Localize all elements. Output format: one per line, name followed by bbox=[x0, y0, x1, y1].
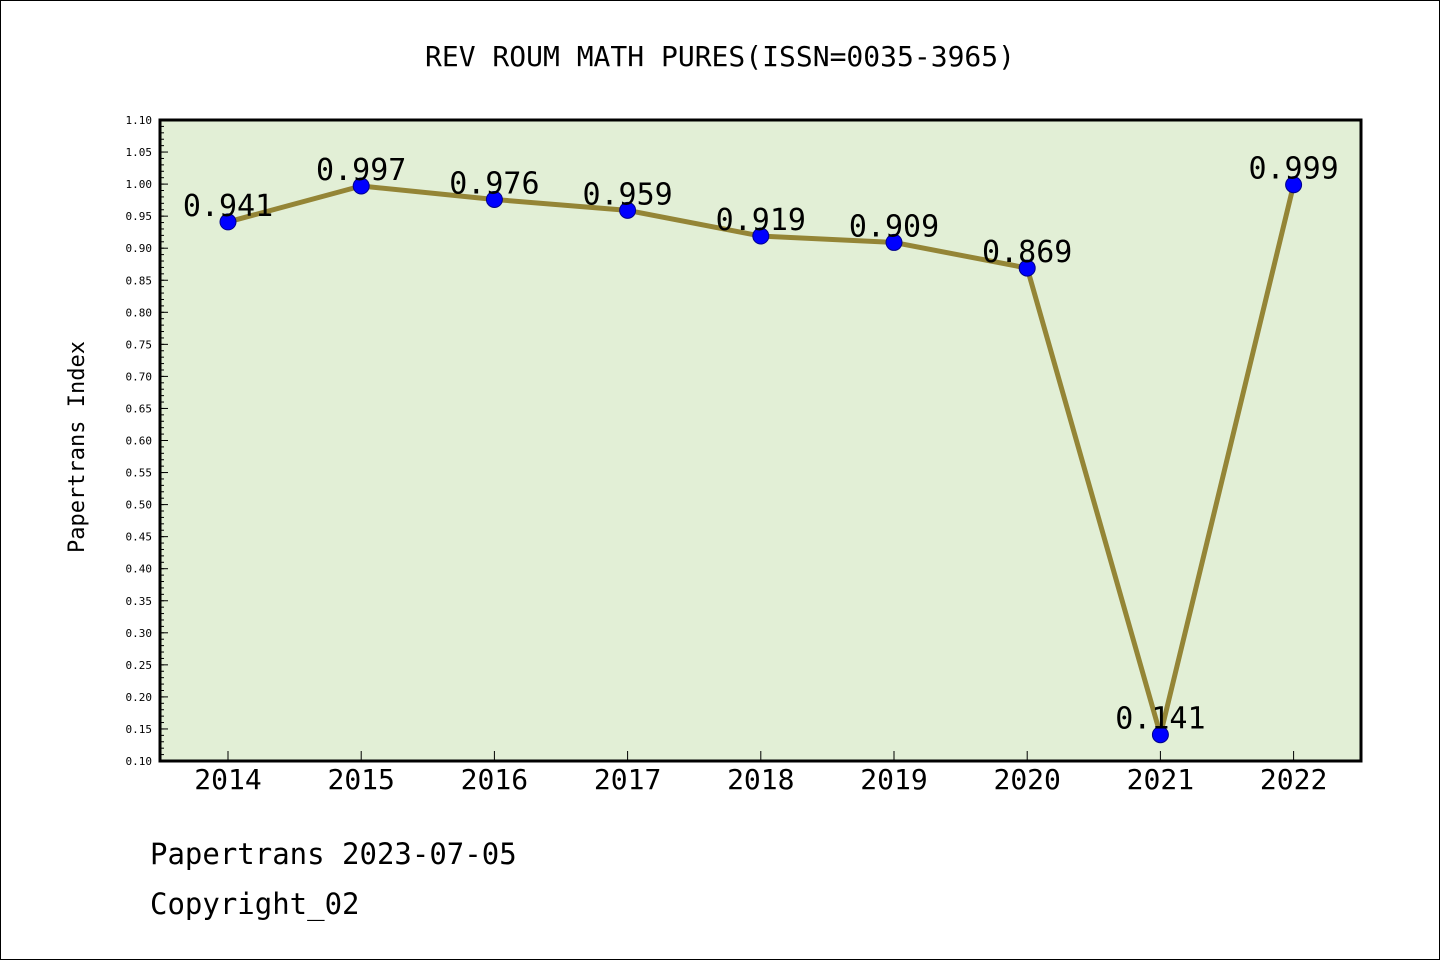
y-tick-label: 0.70 bbox=[126, 370, 153, 383]
data-point bbox=[219, 213, 237, 231]
x-tick-label: 2019 bbox=[860, 763, 927, 796]
data-point bbox=[752, 227, 770, 245]
y-axis-label: Papertrans Index bbox=[65, 341, 90, 553]
footer-copyright-line: Copyright_02 bbox=[150, 887, 360, 922]
plot-area bbox=[160, 120, 1361, 761]
x-tick-label: 2016 bbox=[461, 763, 528, 796]
x-tick-label: 2018 bbox=[727, 763, 794, 796]
x-tick-label: 2017 bbox=[594, 763, 661, 796]
y-tick-label: 0.55 bbox=[126, 467, 153, 480]
y-tick-label: 0.45 bbox=[126, 531, 153, 544]
data-point bbox=[1018, 259, 1036, 277]
x-tick-label: 2020 bbox=[993, 763, 1060, 796]
plot-frame bbox=[158, 118, 1363, 763]
footer-date-line: Papertrans 2023-07-05 bbox=[150, 837, 517, 871]
y-tick-label: 0.50 bbox=[126, 499, 153, 512]
data-label: 0.909 bbox=[849, 209, 939, 244]
y-tick-label: 0.20 bbox=[126, 691, 153, 704]
x-tick-label: 2015 bbox=[327, 763, 394, 796]
y-tick-label: 0.85 bbox=[126, 274, 153, 287]
y-tick-label: 0.40 bbox=[126, 563, 153, 576]
data-label: 0.999 bbox=[1248, 152, 1338, 187]
y-tick-label: 0.80 bbox=[126, 306, 153, 319]
data-label: 0.976 bbox=[449, 166, 539, 201]
x-tick-label: 2021 bbox=[1127, 763, 1194, 796]
y-tick-label: 1.00 bbox=[126, 178, 153, 191]
x-tick-label: 2014 bbox=[194, 763, 261, 796]
y-tick-label: 0.35 bbox=[126, 595, 153, 608]
y-tick-label: 0.95 bbox=[126, 210, 153, 223]
data-markers bbox=[219, 176, 1303, 744]
x-tick-label: 2022 bbox=[1260, 763, 1327, 796]
y-tick-label: 0.65 bbox=[126, 402, 153, 415]
data-point bbox=[1285, 176, 1303, 194]
data-point bbox=[885, 233, 903, 251]
y-tick-label: 1.05 bbox=[126, 146, 153, 159]
data-label: 0.959 bbox=[582, 177, 672, 212]
y-tick-label: 0.90 bbox=[126, 242, 153, 255]
y-axis-ticks: 0.10 0.15 0.20 0.25 0.30 0.35 0.40 0.45 0.50 0.55… bbox=[126, 114, 168, 768]
data-point bbox=[352, 177, 370, 195]
y-tick-label: 0.60 bbox=[126, 435, 153, 448]
y-tick-label: 0.25 bbox=[126, 659, 153, 672]
chart-title: REV ROUM MATH PURES(ISSN=0035-3965) bbox=[425, 40, 1015, 73]
data-label: 0.997 bbox=[316, 153, 406, 188]
data-point bbox=[1151, 726, 1169, 744]
y-tick-label: 0.75 bbox=[126, 338, 153, 351]
data-labels: 0.941 0.997 0.976 0.959 0.919 0.909 0.869 0.141… bbox=[183, 152, 1339, 737]
y-tick-label: 1.10 bbox=[126, 114, 153, 127]
data-label: 0.141 bbox=[1115, 702, 1205, 737]
y-tick-label: 0.10 bbox=[126, 755, 153, 768]
data-point bbox=[619, 201, 637, 219]
y-tick-label: 0.30 bbox=[126, 627, 153, 640]
y-tick-label: 0.15 bbox=[126, 723, 153, 736]
data-label: 0.919 bbox=[716, 203, 806, 238]
data-point bbox=[485, 190, 503, 208]
data-label: 0.941 bbox=[183, 189, 273, 224]
data-label: 0.869 bbox=[982, 235, 1072, 270]
x-axis-ticks: 2014 2015 2016 2017 2018 2019 2020 2021 2022 bbox=[194, 751, 1327, 796]
